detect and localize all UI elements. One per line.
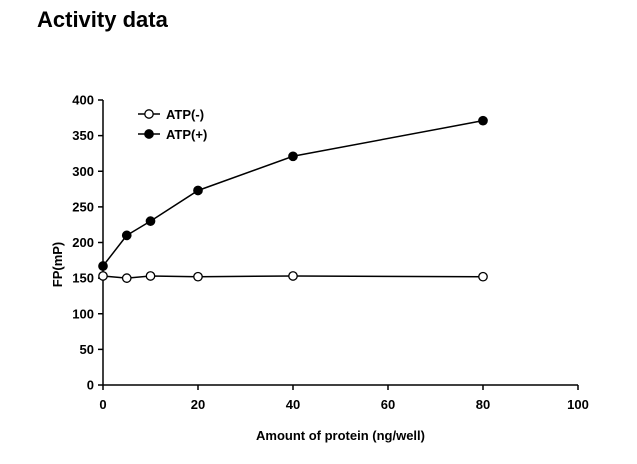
legend-marker: [144, 129, 154, 139]
legend-label: ATP(-): [166, 107, 204, 122]
page-title: Activity data: [37, 7, 168, 32]
series-line: [102, 119, 484, 267]
data-point: [288, 151, 298, 162]
data-point: [193, 185, 203, 196]
data-point: [121, 273, 132, 283]
legend-label: ATP(+): [166, 127, 207, 142]
y-tick-label: 0: [87, 378, 94, 393]
x-tick-label: 100: [567, 397, 589, 412]
data-point: [193, 271, 203, 282]
y-tick-label: 150: [72, 271, 94, 286]
y-tick-label: 400: [72, 93, 94, 108]
chart-axes: [102, 100, 578, 386]
y-tick-label: 300: [72, 164, 94, 179]
y-axis-ticks: 0 50 100 150 200 250 300 350 400: [72, 93, 103, 393]
data-point: [98, 271, 108, 281]
data-point: [478, 271, 488, 282]
x-tick-label: 80: [476, 397, 490, 412]
y-tick-label: 350: [72, 128, 94, 143]
y-axis-label: FP(mP): [50, 242, 65, 288]
series-layer: [98, 115, 488, 283]
data-point: [288, 271, 298, 281]
data-point: [145, 216, 156, 226]
x-tick-label: 60: [381, 397, 395, 412]
y-tick-label: 250: [72, 199, 94, 214]
x-tick-label: 20: [191, 397, 205, 412]
x-axis-label: Amount of protein (ng/well): [256, 428, 425, 443]
chart-legend: ATP(-) ATP(+): [138, 107, 207, 142]
x-tick-label: 0: [99, 397, 106, 412]
data-point: [121, 230, 132, 241]
y-tick-label: 50: [80, 342, 94, 357]
data-point: [98, 261, 108, 271]
data-point: [478, 115, 488, 126]
y-tick-label: 100: [72, 306, 94, 321]
x-tick-label: 40: [286, 397, 300, 412]
legend-marker: [144, 109, 154, 119]
data-point: [145, 271, 156, 281]
x-axis-ticks: 0 20 40 60 80 100: [99, 385, 589, 412]
y-tick-label: 200: [72, 235, 94, 250]
